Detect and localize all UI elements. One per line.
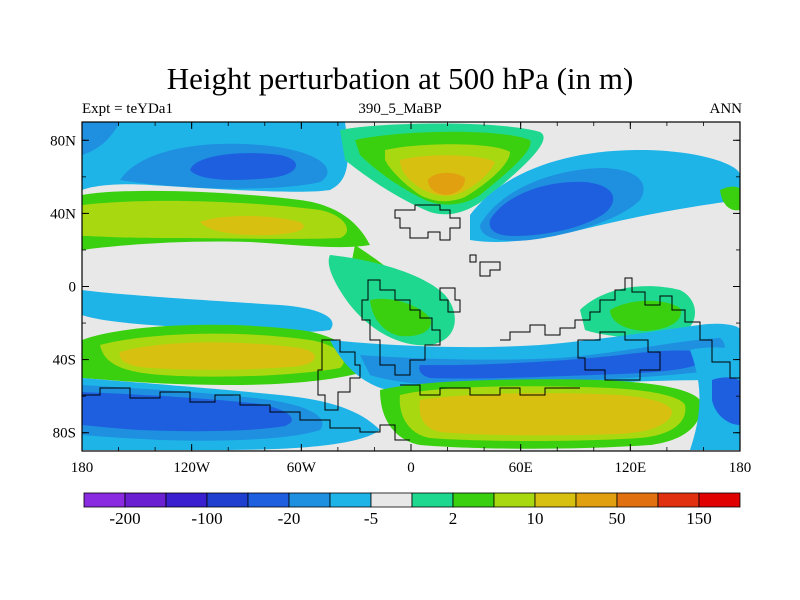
colorbar-swatch [411, 492, 454, 508]
africa-coastline [361, 279, 441, 376]
colorbar-label: -200 [109, 509, 140, 528]
colorbar-swatch [329, 492, 372, 508]
colorbar-swatch [657, 492, 700, 508]
y-tick-label: 40N [50, 206, 76, 222]
colorbar: -200 -100 -20 -5 2 10 50 150 [83, 492, 741, 528]
colorbar-swatch [206, 492, 249, 508]
colorbar-label: 10 [527, 509, 544, 528]
north-atlantic-core-fill [200, 216, 304, 236]
colorbar-label: -100 [191, 509, 222, 528]
y-tick-label: 80S [53, 426, 76, 442]
y-tick-label: 80N [50, 133, 76, 149]
x-tick-label: 0 [407, 460, 415, 476]
chart-title: Height perturbation at 500 hPa (in m) [166, 61, 634, 96]
colorbar-swatch [493, 492, 536, 508]
coastlines [82, 204, 740, 441]
colorbar-swatch [247, 492, 290, 508]
colorbar-swatch [83, 492, 126, 508]
colorbar-swatch [370, 492, 413, 508]
southern-indian-gold [419, 393, 672, 436]
indian-ocean-green [610, 300, 681, 331]
tropical-pacific-weak-negative [82, 290, 333, 333]
axis-ticks: 180 120W 60W 0 60E 120E 180 80N 40N 0 40S 80S [50, 122, 751, 476]
south-america-coastline [317, 339, 361, 411]
period-label: 390_5_MaBP [358, 101, 442, 117]
arctic-peak [428, 172, 466, 195]
north-american-west-negative [82, 122, 120, 155]
middle-east-coastline [439, 287, 461, 313]
colorbar-swatch [165, 492, 208, 508]
x-tick-label: 180 [71, 460, 94, 476]
season-label: ANN [709, 101, 743, 117]
x-tick-label: 60W [287, 460, 317, 476]
experiment-label: Expt = teYDa1 [82, 101, 173, 117]
x-tick-label: 180 [729, 460, 752, 476]
colorbar-label: 150 [686, 509, 712, 528]
southern-ocean-coastline [400, 384, 580, 396]
colorbar-label: 2 [449, 509, 458, 528]
x-tick-label: 120E [614, 460, 646, 476]
asian-low-core [489, 181, 614, 236]
southern-atlantic-low-core [419, 350, 710, 379]
tropical-atlantic-green [370, 298, 431, 337]
colorbar-label: 50 [609, 509, 626, 528]
antarctic-low-core [82, 392, 292, 432]
colorbar-label: -20 [278, 509, 301, 528]
southern-pacific-gold [119, 342, 315, 370]
colorbar-swatch [616, 492, 659, 508]
antarctic-east-low [712, 377, 740, 425]
x-tick-label: 60E [509, 460, 533, 476]
north-pacific-low-core [190, 153, 297, 180]
contour-field [82, 122, 740, 451]
colorbar-label: -5 [364, 509, 378, 528]
australia-coastline [577, 331, 661, 381]
europe-coastline [394, 204, 461, 241]
y-tick-label: 0 [69, 280, 77, 296]
colorbar-swatch [575, 492, 618, 508]
south-asia-coastline [500, 277, 740, 379]
asia-coastline [469, 254, 501, 277]
colorbar-swatch [124, 492, 167, 508]
pacific-ne-positive [720, 186, 740, 211]
colorbar-swatch [534, 492, 577, 508]
colorbar-swatch [698, 492, 741, 508]
colorbar-swatch [288, 492, 331, 508]
colorbar-swatch [452, 492, 495, 508]
antarctica-coastline [82, 387, 410, 441]
y-tick-label: 40S [53, 353, 76, 369]
x-tick-label: 120W [173, 460, 211, 476]
